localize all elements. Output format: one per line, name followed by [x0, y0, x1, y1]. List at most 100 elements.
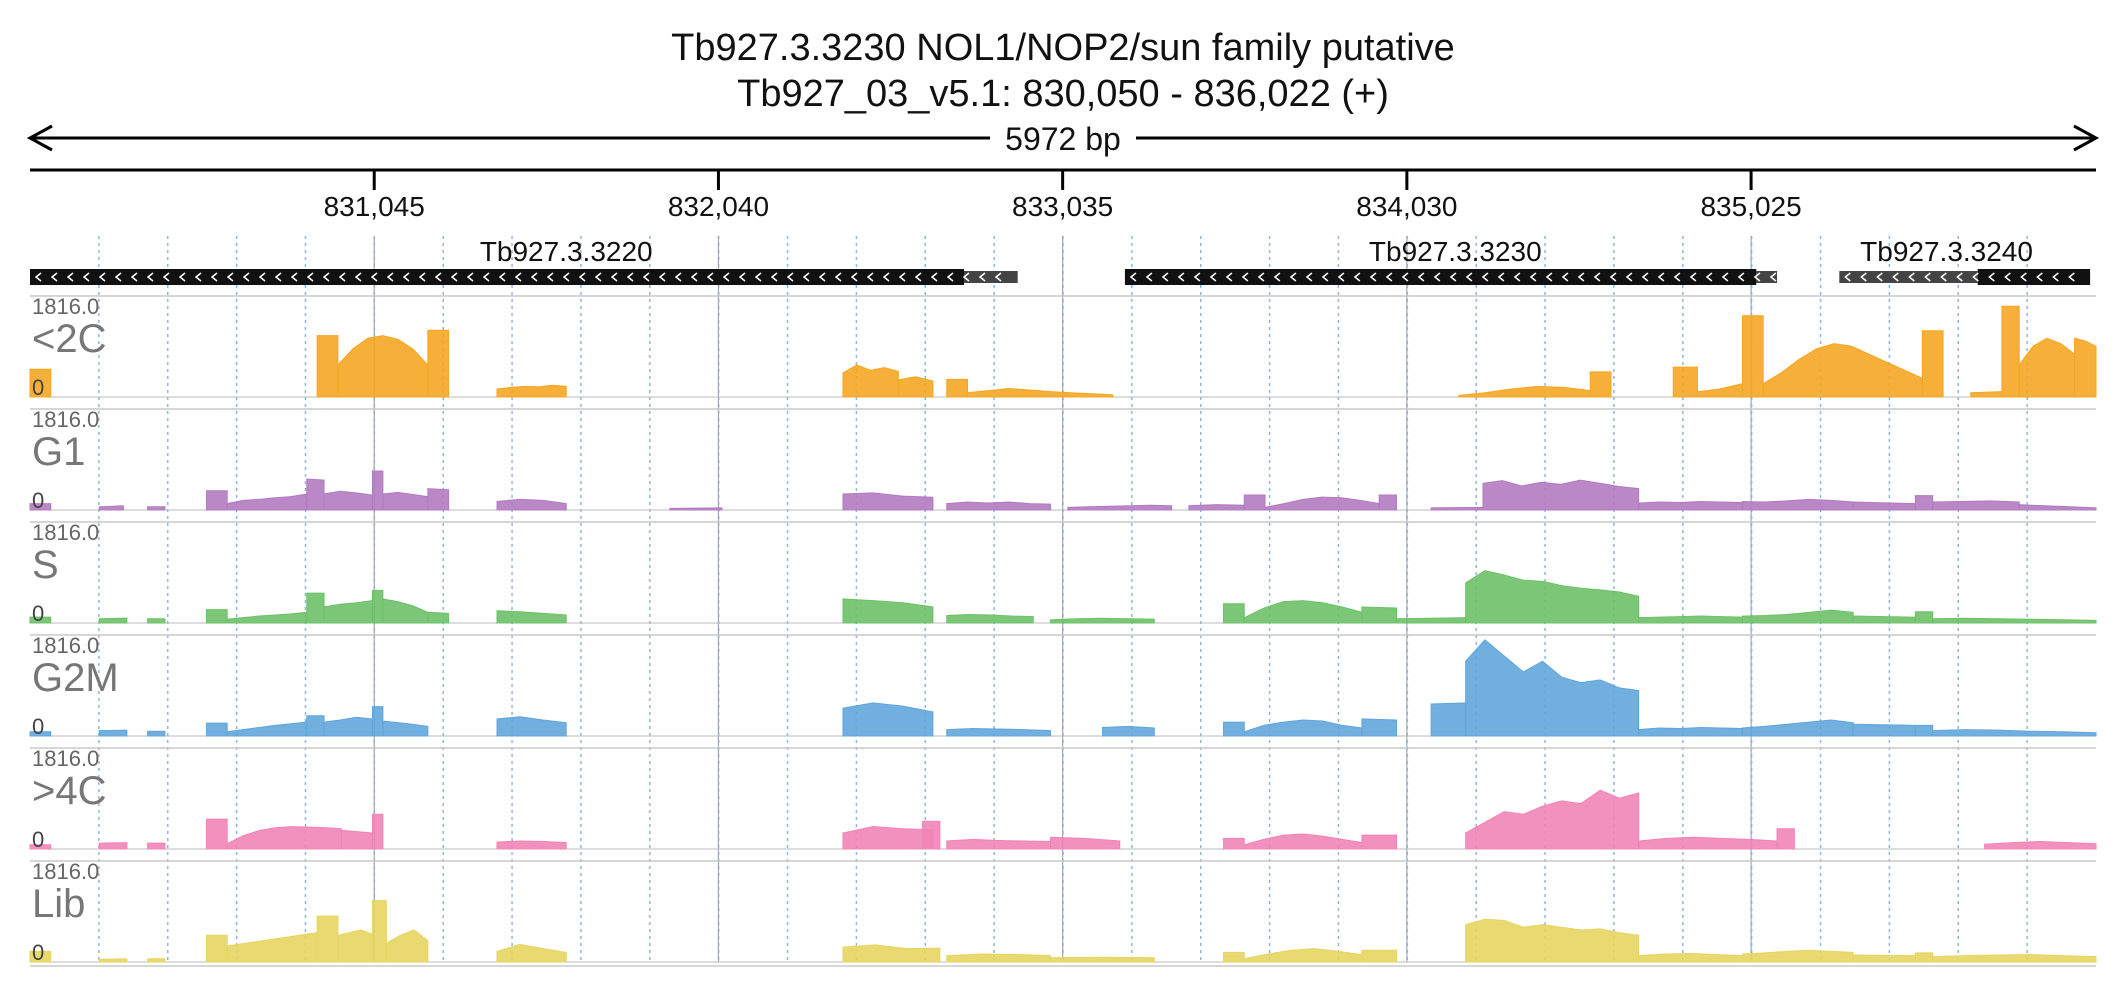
- coverage-segment: [1932, 617, 2097, 624]
- strand-arrow-icon: [210, 272, 218, 282]
- strand-arrow-icon: [98, 272, 106, 282]
- coverage-segment: [147, 618, 166, 624]
- track-name: >4C: [32, 769, 107, 813]
- strand-arrow-icon: [370, 272, 378, 282]
- coverage-segment: [147, 842, 166, 850]
- coverage-segment: [1852, 501, 1916, 511]
- coverage-segment: [1243, 719, 1363, 737]
- strand-arrow-icon: [1545, 272, 1553, 282]
- coverage-segment: [29, 844, 52, 850]
- strand-arrow-icon: [242, 272, 250, 282]
- strand-arrow-icon: [1641, 272, 1649, 282]
- strand-arrow-icon: [1657, 272, 1665, 282]
- strand-arrow-icon: [1369, 272, 1377, 282]
- strand-arrow-icon: [466, 272, 474, 282]
- gene-utr: [964, 271, 1018, 283]
- strand-arrow-icon: [1129, 272, 1137, 282]
- strand-arrow-icon: [306, 272, 314, 282]
- strand-arrow-icon: [578, 272, 586, 282]
- coverage-segment: [147, 506, 166, 511]
- coverage-segment: [1638, 836, 1778, 850]
- coverage-segment: [1050, 956, 1155, 963]
- coverage-segment: [205, 490, 228, 511]
- strand-arrow-icon: [274, 272, 282, 282]
- track-name: G2M: [32, 656, 119, 700]
- span-arrow-right-head: [2073, 124, 2100, 152]
- coverage-segment: [1741, 315, 1764, 398]
- strand-arrow-icon: [1625, 272, 1633, 282]
- coverage-segment: [1482, 479, 1640, 511]
- strand-arrow-icon: [1860, 272, 1867, 282]
- coverage-segment: [1741, 949, 1854, 963]
- strand-arrow-icon: [1609, 272, 1617, 282]
- coverage-segment: [1465, 918, 1640, 963]
- coverage-segment: [1589, 371, 1612, 398]
- strand-arrow-icon: [1561, 272, 1569, 282]
- strand-arrow-icon: [962, 272, 970, 282]
- strand-arrow-icon: [722, 272, 730, 282]
- coverage-segment: [98, 505, 124, 511]
- coverage-segment: [842, 364, 899, 398]
- coverage-segment: [1776, 828, 1795, 850]
- coverage-segment: [98, 842, 128, 850]
- coverage-segment: [371, 589, 384, 624]
- tick-label: 831,045: [324, 191, 425, 222]
- span-label: 5972 bp: [1005, 121, 1121, 157]
- coverage-segment: [29, 503, 52, 511]
- track-zero-label: 0: [32, 601, 44, 626]
- track-name: S: [32, 543, 59, 587]
- strand-arrow-icon: [1417, 272, 1425, 282]
- coverage-segment: [323, 599, 373, 624]
- coverage-segment: [1101, 725, 1155, 737]
- coverage-segment: [1050, 617, 1155, 624]
- strand-arrow-icon: [50, 272, 58, 282]
- tick-label: 832,040: [668, 191, 769, 222]
- strand-arrow-icon: [82, 272, 90, 282]
- coverage-segment: [371, 900, 387, 963]
- strand-arrow-icon: [258, 272, 266, 282]
- coverage-segment: [98, 617, 128, 624]
- coverage-segment: [1223, 837, 1245, 850]
- coverage-segment: [226, 611, 308, 624]
- coverage-segment: [385, 929, 429, 963]
- strand-arrow-icon: [1353, 272, 1361, 282]
- coverage-segment: [897, 376, 934, 398]
- coverage-segment: [496, 498, 567, 511]
- strand-arrow-icon: [1529, 272, 1537, 282]
- strand-arrow-icon: [1273, 272, 1281, 282]
- strand-arrow-icon: [1577, 272, 1585, 282]
- coverage-segment: [946, 613, 1034, 624]
- strand-arrow-icon: [1844, 272, 1851, 282]
- strand-arrow-icon: [610, 272, 618, 282]
- strand-arrow-icon: [562, 272, 570, 282]
- coverage-segment: [496, 943, 567, 963]
- coverage-segment: [29, 368, 52, 398]
- coverage-segment: [98, 958, 128, 963]
- strand-arrow-icon: [1497, 272, 1505, 282]
- track-2: [29, 570, 2097, 624]
- coverage-segment: [306, 478, 325, 511]
- coverage-segment: [842, 944, 941, 963]
- strand-arrow-icon: [594, 272, 602, 282]
- strand-arrow-icon: [1385, 272, 1393, 282]
- coverage-segment: [306, 592, 325, 624]
- coverage-segment: [1465, 639, 1640, 737]
- strand-arrow-icon: [898, 272, 906, 282]
- gene-cds: [1124, 269, 1757, 285]
- coverage-segment: [1361, 718, 1397, 737]
- strand-arrow-icon: [66, 272, 74, 282]
- coverage-segment: [1050, 836, 1121, 850]
- coverage-segment: [226, 493, 308, 511]
- strand-arrow-icon: [1940, 272, 1947, 282]
- strand-arrow-icon: [882, 272, 890, 282]
- coverage-segment: [382, 720, 429, 737]
- coverage-segment: [1378, 494, 1397, 511]
- coverage-segment: [1223, 721, 1245, 737]
- coverage-segment: [226, 826, 342, 850]
- coverage-segment: [1458, 385, 1591, 398]
- coverage-segment: [205, 722, 228, 737]
- coverage-segment: [496, 610, 567, 624]
- strand-arrow-icon: [1721, 272, 1729, 282]
- strand-arrow-icon: [1513, 272, 1521, 282]
